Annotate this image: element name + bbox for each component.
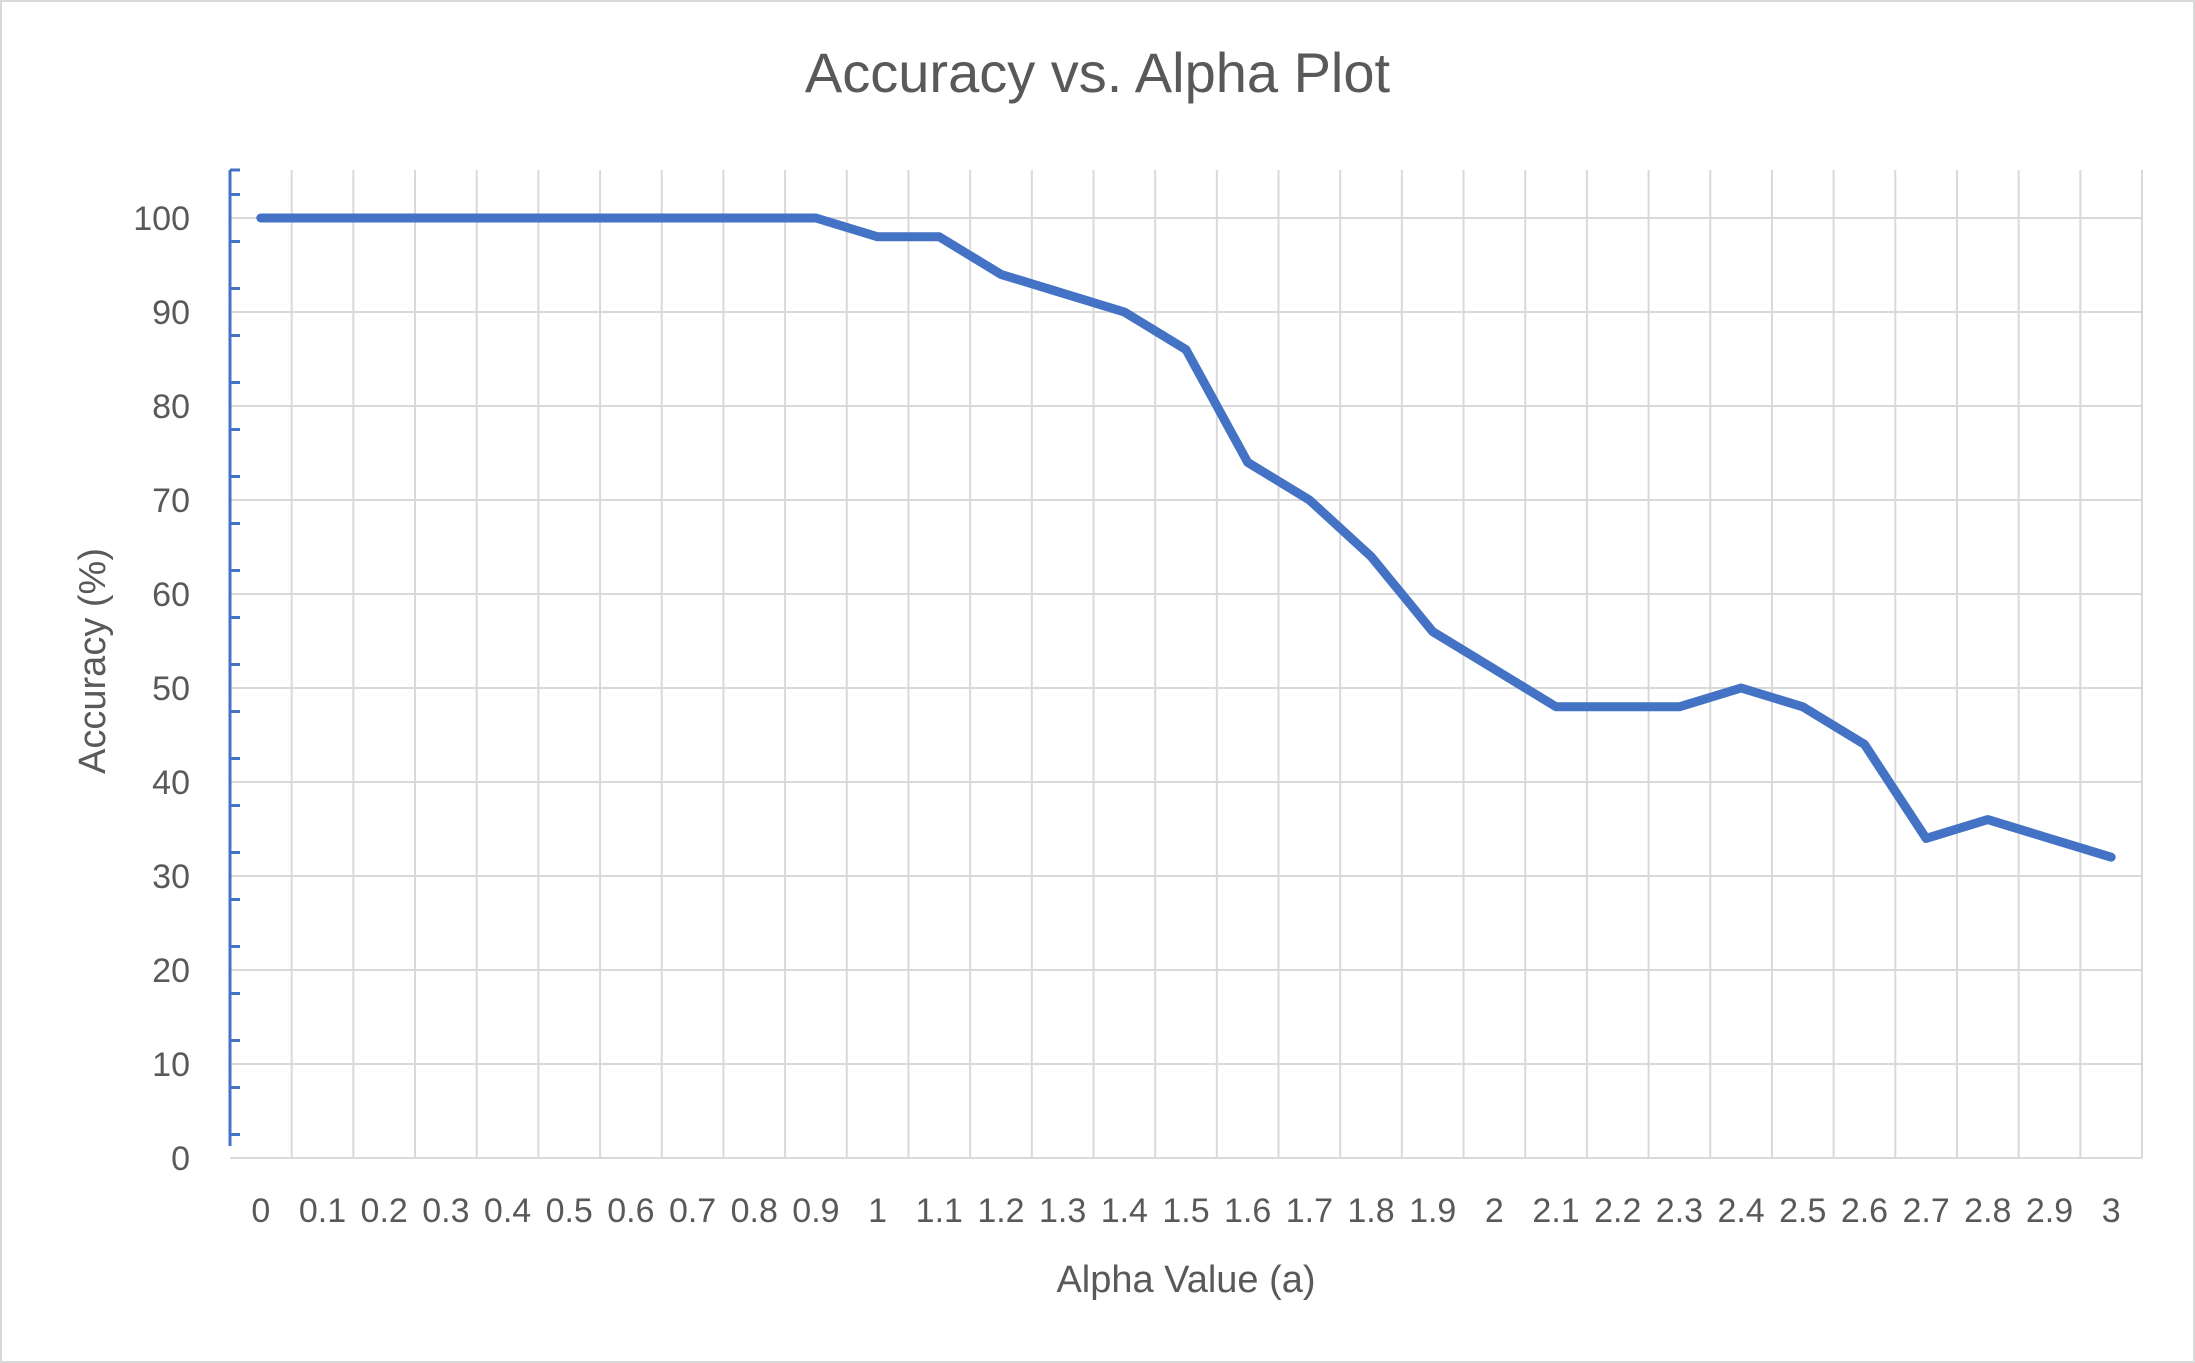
y-tick-label: 70 xyxy=(152,482,190,520)
x-tick-label: 1.6 xyxy=(1224,1192,1271,1230)
y-tick-label: 30 xyxy=(152,858,190,896)
x-tick-label: 1.4 xyxy=(1101,1192,1148,1230)
x-tick-label: 2.3 xyxy=(1656,1192,1703,1230)
x-tick-label: 0.3 xyxy=(422,1192,469,1230)
x-tick-label: 1.2 xyxy=(977,1192,1024,1230)
tick-labels: 0 10 20 30 40 50 60 70 80 90 100 0 0.1 0.2 0.3 0.4 0.5 0.… xyxy=(133,200,2120,1230)
y-tick-label: 10 xyxy=(152,1046,190,1084)
y-tick-label: 20 xyxy=(152,952,190,990)
x-tick-label: 3 xyxy=(2102,1192,2121,1230)
chart-title: Accuracy vs. Alpha Plot xyxy=(804,41,1391,104)
y-tick-label: 0 xyxy=(171,1140,190,1178)
x-tick-label: 1.1 xyxy=(916,1192,963,1230)
x-tick-label: 0.8 xyxy=(731,1192,778,1230)
x-tick-label: 1.8 xyxy=(1347,1192,1394,1230)
x-tick-label: 1.7 xyxy=(1286,1192,1333,1230)
x-tick-label: 0.2 xyxy=(361,1192,408,1230)
x-tick-label: 0.5 xyxy=(546,1192,593,1230)
x-tick-label: 0.1 xyxy=(299,1192,346,1230)
x-tick-label: 2.5 xyxy=(1779,1192,1826,1230)
x-tick-label: 2.6 xyxy=(1841,1192,1888,1230)
x-tick-label: 0.7 xyxy=(669,1192,716,1230)
gridlines xyxy=(230,170,2143,1159)
x-tick-label: 1.3 xyxy=(1039,1192,1086,1230)
x-tick-label: 0 xyxy=(251,1192,270,1230)
series-layer xyxy=(256,213,2116,862)
x-tick-label: 2.1 xyxy=(1532,1192,1579,1230)
x-tick-label: 2.9 xyxy=(2026,1192,2073,1230)
x-tick-label: 0.4 xyxy=(484,1192,531,1230)
x-tick-label: 1.5 xyxy=(1162,1192,1209,1230)
x-tick-label: 2 xyxy=(1485,1192,1504,1230)
x-tick-label: 2.7 xyxy=(1902,1192,1949,1230)
y-tick-label: 60 xyxy=(152,576,190,614)
y-tick-label: 90 xyxy=(152,294,190,332)
x-tick-label: 2.4 xyxy=(1717,1192,1764,1230)
x-axis-title: Alpha Value (a) xyxy=(1056,1259,1315,1301)
y-tick-label: 50 xyxy=(152,670,190,708)
x-tick-label: 1 xyxy=(868,1192,887,1230)
y-tick-label: 100 xyxy=(133,200,190,238)
y-tick-label: 80 xyxy=(152,388,190,426)
x-tick-label: 0.6 xyxy=(607,1192,654,1230)
y-tick-label: 40 xyxy=(152,764,190,802)
x-tick-label: 2.8 xyxy=(1964,1192,2011,1230)
x-tick-label: 1.9 xyxy=(1409,1192,1456,1230)
y-axis-title: Accuracy (%) xyxy=(72,548,114,774)
axes xyxy=(228,168,240,1146)
x-tick-label: 0.9 xyxy=(792,1192,839,1230)
x-tick-label: 2.2 xyxy=(1594,1192,1641,1230)
